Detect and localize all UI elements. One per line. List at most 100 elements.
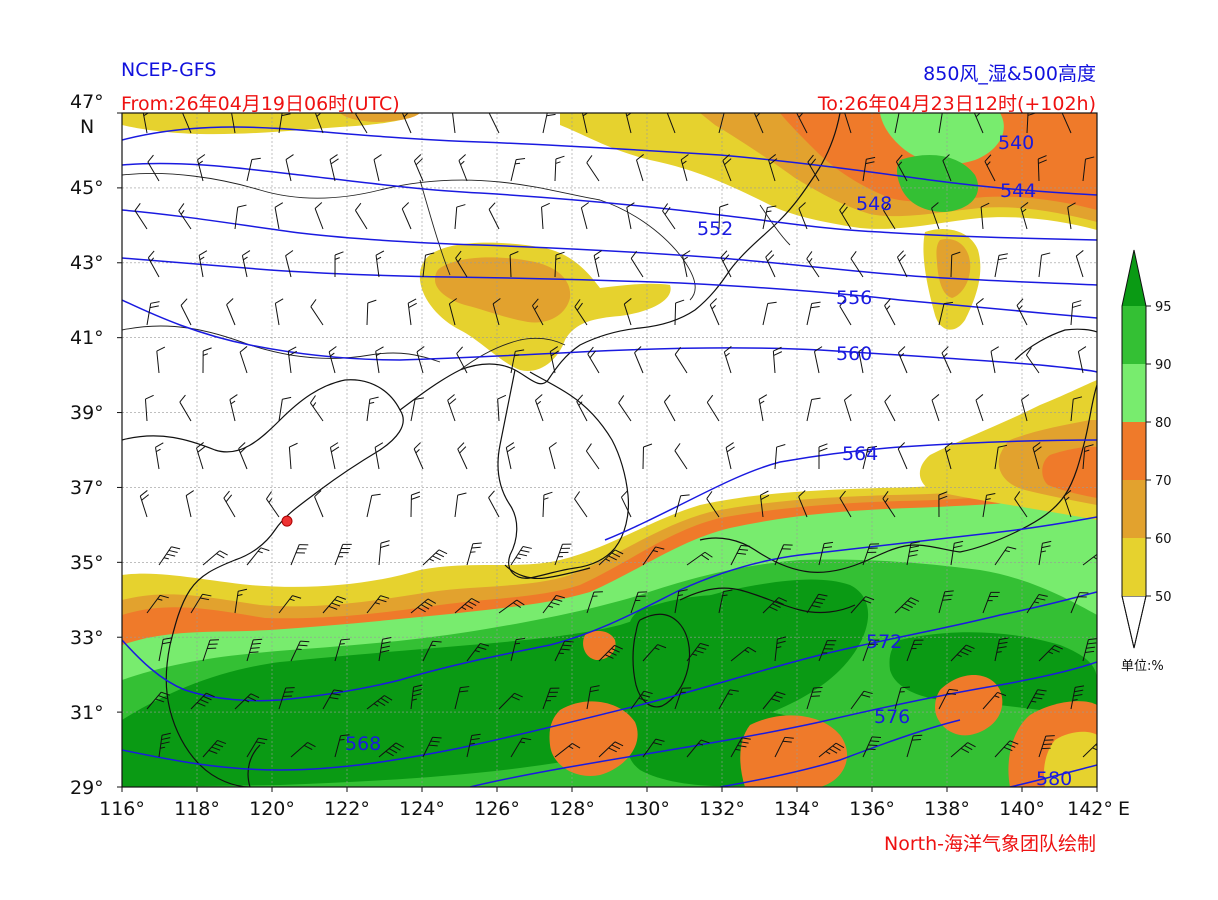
wind-barb [146,301,160,326]
wind-barb [1038,540,1052,566]
wind-barb [586,155,600,182]
wind-barb [1021,394,1030,422]
wind-barb [894,686,910,710]
wind-barb [202,639,220,662]
wind-barb [663,394,676,422]
wind-barb [410,397,425,422]
wind-barb [994,444,1008,470]
colorbar-segment-70 [1122,422,1146,480]
wind-barb [950,540,964,566]
wind-barb [488,113,500,134]
contour-label-552: 552 [697,218,733,240]
wind-barb [586,685,600,710]
wind-barb [796,113,808,134]
wind-barb [314,202,324,230]
wind-barb [843,394,852,422]
lon-label-136: 136° [849,798,895,820]
wind-barb [410,598,437,614]
wind-barb [290,742,316,758]
lon-axis: 116° 118° 120° 122° 124° 126° 128° 130° … [99,798,1130,820]
wind-barb [413,154,424,182]
wind-barb [147,154,160,182]
wind-barb [723,346,732,374]
colorbar-unit: 单位:% [1121,659,1164,674]
wind-barb [378,540,390,566]
wind-barb [322,595,346,614]
wind-barb [196,442,206,470]
wind-barb [980,202,990,230]
wind-barb [334,734,350,758]
wind-barb [322,689,343,710]
map-frame [121,112,1098,788]
wind-barb [378,742,404,758]
colorbar-lower-cap [1121,595,1147,649]
wind-barb [422,549,448,566]
wind-barb [274,202,284,230]
contour-label-544: 544 [1000,180,1036,202]
wind-barb [593,250,602,278]
wind-barb [642,443,653,470]
wind-barbs [134,113,1097,758]
lat-label-31: 31° [70,702,104,724]
lat-unit-label: N [80,116,94,138]
wind-barb [806,593,828,614]
lat-label-39: 39° [70,402,104,424]
wind-barb [329,154,339,182]
wind-barb [290,544,309,566]
contour-labels: 540 544 548 552 556 560 564 568 572 576 … [345,132,1072,787]
wind-barb [666,113,676,134]
wind-barb [223,490,236,518]
wind-barb [839,298,852,326]
wind-barb [1082,638,1097,662]
lon-label-122: 122° [324,798,370,820]
wind-barb [580,202,589,230]
wind-barb [366,595,390,614]
wind-barb [682,250,691,278]
wind-barb [416,346,425,374]
wind-barb [278,687,295,710]
wind-barb [354,202,368,230]
colorbar-segment-90 [1122,306,1146,364]
humidity-fill-north [122,113,1097,330]
wind-barb [455,250,468,278]
wind-barb [554,743,581,758]
wind-barb [759,490,770,518]
wind-barb [285,154,294,182]
height-contours [122,126,1097,787]
contour-label-576: 576 [874,706,910,728]
wind-barb [1025,347,1040,374]
gridlines [122,113,1097,787]
wind-barb [1020,202,1029,230]
wind-barb [950,742,976,758]
wind-barb [806,397,821,422]
wind-barb [765,250,776,278]
wind-barb [1061,113,1072,134]
wind-barb [554,251,565,278]
wind-barb [466,642,490,662]
wind-barb [753,113,764,134]
wind-barb [134,203,148,230]
wind-barb [718,689,739,710]
wind-barb [774,444,786,470]
wind-barb [709,298,720,326]
wind-barb [674,494,690,518]
wind-barb [730,646,757,662]
humidity-fill-central [419,242,671,371]
lon-label-132: 132° [699,798,745,820]
colorbar-label-60: 60 [1155,532,1172,547]
wind-barb [454,686,470,710]
wind-barb [839,490,852,518]
lat-label-37: 37° [70,477,104,499]
valid-time: To:26年04月23日12时(+102h) [817,93,1096,115]
wind-barb [774,736,794,758]
colorbar-label-70: 70 [1155,474,1172,489]
lon-label-128: 128° [549,798,595,820]
wind-barb [938,113,943,134]
wind-barb [146,594,169,614]
wind-barb [458,154,468,182]
wind-barb [686,739,710,758]
wind-barb [897,346,908,374]
wind-barb [850,251,864,278]
wind-barb [541,202,550,230]
wind-barb [623,298,632,326]
